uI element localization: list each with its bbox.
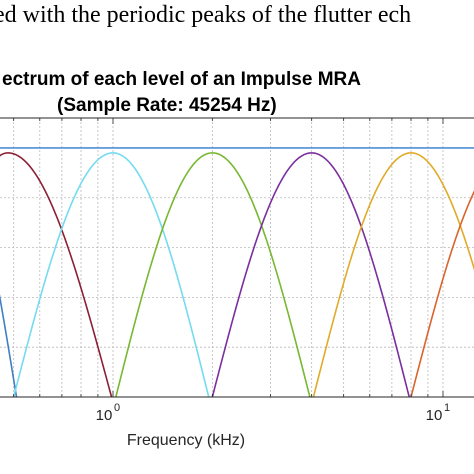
chart-title-line: (Sample Rate: 45254 Hz) xyxy=(57,95,277,116)
series-line-2 xyxy=(0,293,18,397)
x-tick-label-base: 10 xyxy=(426,407,443,424)
x-tick-label-base: 10 xyxy=(96,407,113,424)
x-tick-label-exponent: 1 xyxy=(444,402,450,414)
caption-text: ed with the periodic peaks of the flutte… xyxy=(0,2,412,28)
figure-caption-fragment: ed with the periodic peaks of the flutte… xyxy=(0,0,474,40)
x-tick-label-exponent: 0 xyxy=(114,402,120,414)
x-tick-label: 10 1 xyxy=(426,402,450,424)
x-tick-label: 10 0 xyxy=(96,402,120,424)
chart-title-line: ectrum of each level of an Impulse MRA xyxy=(2,69,361,90)
series-line-3 xyxy=(0,152,113,397)
series-line-6 xyxy=(211,152,410,397)
series-line-4 xyxy=(12,152,210,397)
series-line-8 xyxy=(410,190,474,397)
series-line-5 xyxy=(115,152,311,397)
series-line-7 xyxy=(312,152,474,397)
grid-lines xyxy=(0,118,474,397)
series-group xyxy=(0,147,474,397)
x-axis-label: Frequency (kHz) xyxy=(127,432,245,449)
